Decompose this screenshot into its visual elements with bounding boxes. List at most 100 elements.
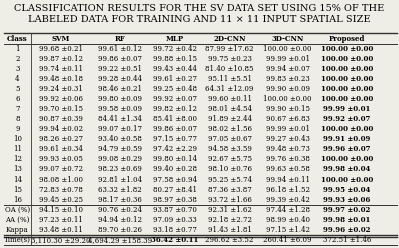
Text: 94.94 ±0.12: 94.94 ±0.12: [98, 216, 142, 224]
Text: 99.90 ±0.09: 99.90 ±0.09: [266, 85, 310, 93]
Text: 99.92 ±0.07: 99.92 ±0.07: [153, 95, 197, 103]
Text: 99.94 ±0.11: 99.94 ±0.11: [266, 176, 310, 184]
Text: 99.28 ±0.44: 99.28 ±0.44: [98, 75, 142, 83]
Text: 99.86 ±0.07: 99.86 ±0.07: [153, 125, 197, 133]
Text: 98.08 ±1.00: 98.08 ±1.00: [39, 176, 83, 184]
Text: 98.99 ±0.40: 98.99 ±0.40: [266, 216, 310, 224]
Text: CLASSIFICATION RESULTS FOR THE SV DATA SET USING 15% OF THE: CLASSIFICATION RESULTS FOR THE SV DATA S…: [14, 4, 385, 13]
Text: 99.63 ±0.58: 99.63 ±0.58: [266, 165, 310, 173]
Text: 15: 15: [13, 186, 22, 194]
Text: SVM: SVM: [51, 34, 70, 42]
Text: 81.40 ±10.85: 81.40 ±10.85: [205, 65, 254, 73]
Text: 100.00 ±0.00: 100.00 ±0.00: [263, 95, 312, 103]
Text: 99.25 ±0.48: 99.25 ±0.48: [153, 85, 197, 93]
Text: 260.41 ±6.09: 260.41 ±6.09: [263, 236, 312, 244]
Text: 296.62 ±3.52: 296.62 ±3.52: [205, 236, 254, 244]
Text: 99.83 ±0.23: 99.83 ±0.23: [266, 75, 310, 83]
Text: 100.00 ±0.00: 100.00 ±0.00: [321, 125, 373, 133]
Text: AA (%): AA (%): [5, 216, 30, 224]
Text: 99.74 ±0.11: 99.74 ±0.11: [39, 65, 83, 73]
Text: 16: 16: [13, 196, 22, 204]
Text: 98.97 ±0.38: 98.97 ±0.38: [153, 196, 197, 204]
Text: 99.93 ±0.05: 99.93 ±0.05: [39, 155, 83, 163]
Text: 97.58 ±0.94: 97.58 ±0.94: [153, 176, 197, 184]
Text: 98.17 ±0.36: 98.17 ±0.36: [98, 196, 142, 204]
Text: 2: 2: [15, 55, 20, 63]
Text: 93.87 ±0.70: 93.87 ±0.70: [153, 206, 197, 214]
Text: 90.76 ±0.24: 90.76 ±0.24: [98, 206, 142, 214]
Text: 99.96 ±0.07: 99.96 ±0.07: [323, 145, 371, 153]
Text: 6: 6: [15, 95, 20, 103]
Text: 100.00 ±0.00: 100.00 ±0.00: [321, 75, 373, 83]
Text: 87.99 ±17.62: 87.99 ±17.62: [205, 45, 254, 53]
Text: 97.09 ±0.33: 97.09 ±0.33: [153, 216, 197, 224]
Text: 99.76 ±0.38: 99.76 ±0.38: [266, 155, 310, 163]
Text: 85.41 ±8.00: 85.41 ±8.00: [153, 115, 197, 123]
Text: 99.43 ±0.44: 99.43 ±0.44: [153, 65, 197, 73]
Text: 100.00 ±0.00: 100.00 ±0.00: [321, 45, 373, 53]
Text: 93.18 ±0.77: 93.18 ±0.77: [153, 226, 197, 234]
Text: Proposed: Proposed: [329, 34, 365, 42]
Text: 99.98 ±0.04: 99.98 ±0.04: [324, 165, 371, 173]
Text: 372.51 ±1.46: 372.51 ±1.46: [323, 236, 371, 244]
Text: 10: 10: [13, 135, 22, 143]
Text: 99.75 ±0.23: 99.75 ±0.23: [207, 55, 251, 63]
Text: 99.87 ±0.12: 99.87 ±0.12: [39, 55, 83, 63]
Text: 99.93 ±0.06: 99.93 ±0.06: [324, 196, 371, 204]
Text: 8: 8: [15, 115, 20, 123]
Text: 98.10 ±0.76: 98.10 ±0.76: [207, 165, 252, 173]
Text: 98.46 ±0.21: 98.46 ±0.21: [98, 85, 142, 93]
Text: 97.42 ±2.29: 97.42 ±2.29: [153, 145, 197, 153]
Text: 99.61 ±0.34: 99.61 ±0.34: [39, 145, 83, 153]
Text: 80.27 ±8.41: 80.27 ±8.41: [153, 186, 197, 194]
Text: 99.94 ±0.02: 99.94 ±0.02: [39, 125, 83, 133]
Text: 99.39 ±0.42: 99.39 ±0.42: [266, 196, 310, 204]
Text: 99.92 ±0.06: 99.92 ±0.06: [39, 95, 83, 103]
Text: 99.94 ±0.07: 99.94 ±0.07: [266, 65, 310, 73]
Text: 99.86 ±0.07: 99.86 ±0.07: [98, 55, 142, 63]
Text: 99.60 ±0.11: 99.60 ±0.11: [207, 95, 252, 103]
Text: 95.25 ±5.74: 95.25 ±5.74: [207, 176, 252, 184]
Text: 99.92 ±0.07: 99.92 ±0.07: [324, 115, 371, 123]
Text: 99.22 ±0.51: 99.22 ±0.51: [98, 65, 142, 73]
Text: 99.80 ±0.14: 99.80 ±0.14: [153, 155, 197, 163]
Text: 97.44 ±1.28: 97.44 ±1.28: [266, 206, 310, 214]
Text: 93.72 ±1.66: 93.72 ±1.66: [207, 196, 251, 204]
Text: 95.11 ±5.51: 95.11 ±5.51: [207, 75, 252, 83]
Text: 99.99 ±0.01: 99.99 ±0.01: [266, 125, 310, 133]
Text: 87.36 ±3.87: 87.36 ±3.87: [208, 186, 251, 194]
Text: 100.00 ±0.00: 100.00 ±0.00: [321, 155, 373, 163]
Text: 99.40 ±0.28: 99.40 ±0.28: [153, 165, 197, 173]
Text: 98.23 ±0.69: 98.23 ±0.69: [98, 165, 142, 173]
Text: 99.90 ±0.15: 99.90 ±0.15: [266, 105, 310, 113]
Text: 94.15 ±0.10: 94.15 ±0.10: [39, 206, 83, 214]
Text: 99.27 ±0.43: 99.27 ±0.43: [266, 135, 310, 143]
Text: 100.00 ±0.00: 100.00 ±0.00: [321, 85, 373, 93]
Text: 11: 11: [13, 145, 22, 153]
Text: Class: Class: [7, 34, 28, 42]
Text: 98.01 ±4.54: 98.01 ±4.54: [207, 105, 252, 113]
Text: 7: 7: [15, 105, 20, 113]
Text: 93.48 ±0.11: 93.48 ±0.11: [39, 226, 83, 234]
Text: 97.23 ±0.11: 97.23 ±0.11: [39, 216, 83, 224]
Text: 99.08 ±0.29: 99.08 ±0.29: [98, 155, 142, 163]
Text: 99.61 ±0.12: 99.61 ±0.12: [98, 45, 142, 53]
Text: 99.24 ±0.31: 99.24 ±0.31: [39, 85, 83, 93]
Text: 99.98 ±0.01: 99.98 ±0.01: [324, 216, 371, 224]
Text: 92.67 ±5.75: 92.67 ±5.75: [207, 155, 252, 163]
Text: 9: 9: [15, 125, 20, 133]
Text: 99.91 ±0.09: 99.91 ±0.09: [324, 135, 371, 143]
Text: 64.31 ±12.09: 64.31 ±12.09: [205, 85, 254, 93]
Text: 99.45 ±0.25: 99.45 ±0.25: [39, 196, 83, 204]
Text: 84.41 ±1.34: 84.41 ±1.34: [98, 115, 142, 123]
Text: 94.79 ±0.59: 94.79 ±0.59: [98, 145, 142, 153]
Text: 90.67 ±6.83: 90.67 ±6.83: [266, 115, 310, 123]
Text: 91.89 ±2.44: 91.89 ±2.44: [207, 115, 252, 123]
Text: 13: 13: [13, 165, 22, 173]
Text: 4,694.29 ±158.39: 4,694.29 ±158.39: [88, 236, 152, 244]
Text: 94.58 ±3.59: 94.58 ±3.59: [207, 145, 251, 153]
Text: 72.83 ±0.78: 72.83 ±0.78: [39, 186, 83, 194]
Text: 99.07 ±0.72: 99.07 ±0.72: [39, 165, 83, 173]
Text: 90.87 ±0.39: 90.87 ±0.39: [39, 115, 83, 123]
Text: 99.70 ±0.15: 99.70 ±0.15: [39, 105, 83, 113]
